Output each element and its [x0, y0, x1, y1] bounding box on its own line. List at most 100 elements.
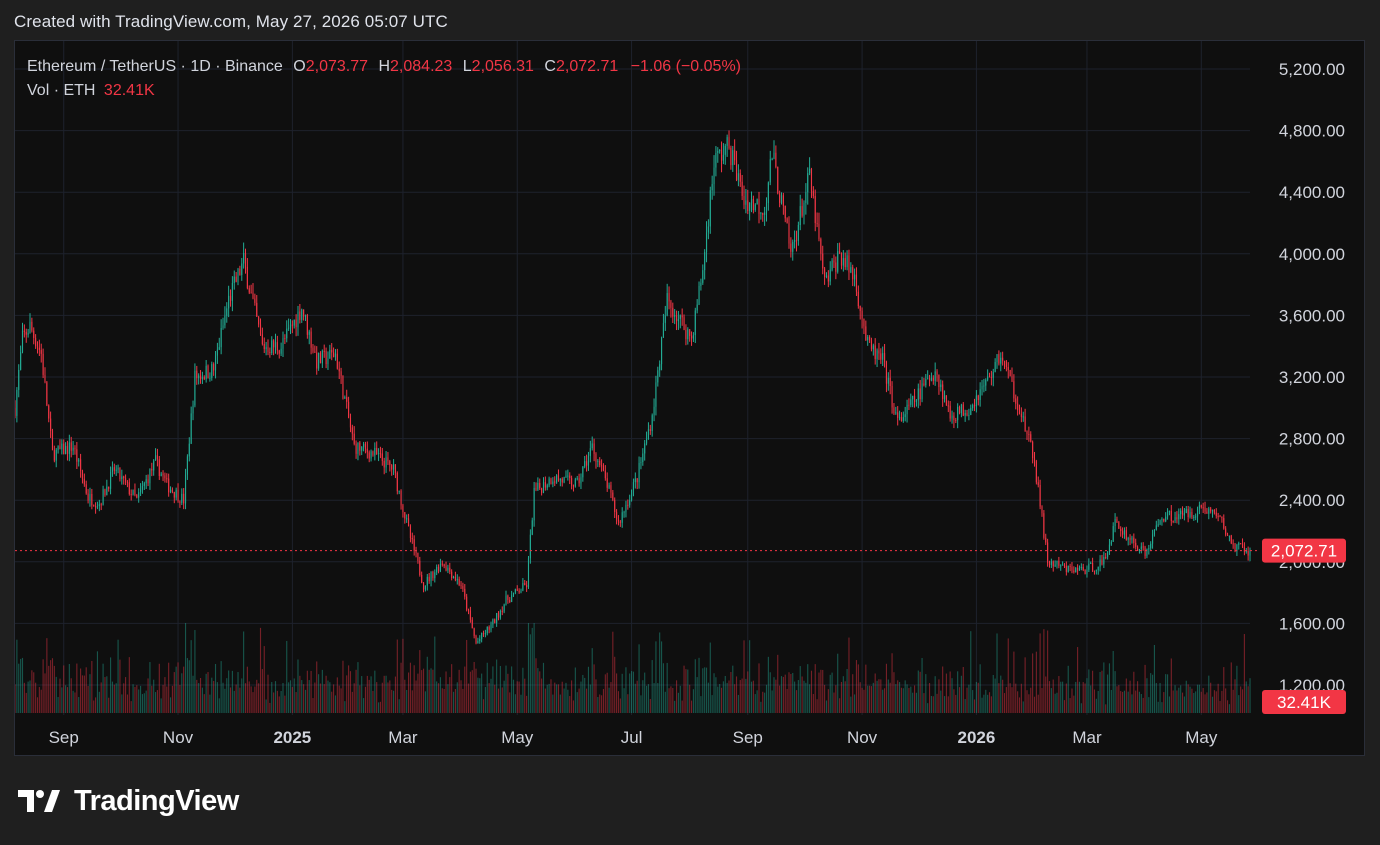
candle-body [1118, 522, 1120, 529]
volume-bar [874, 673, 876, 713]
volume-bar [681, 700, 683, 713]
volume-bar [754, 694, 756, 713]
volume-bar [295, 692, 297, 713]
volume-bar [301, 680, 303, 713]
volume-bar [141, 694, 143, 713]
candle-body [1129, 538, 1131, 540]
candle-body [953, 415, 955, 421]
volume-bar [402, 638, 404, 713]
candle-body [760, 212, 762, 214]
volume-bar [655, 641, 657, 713]
volume-bar [1082, 682, 1084, 713]
volume-bar [1084, 683, 1086, 713]
candle-body [222, 325, 224, 328]
candle-body [239, 268, 241, 275]
candle-body [780, 195, 783, 203]
candle-body [126, 481, 129, 483]
candle-body [46, 382, 48, 406]
candle-body [610, 485, 612, 493]
candle-body [593, 443, 595, 454]
candle-body [807, 173, 809, 193]
candle-body [1138, 549, 1141, 551]
volume-bar [394, 676, 396, 713]
volume-bar [113, 684, 115, 713]
volume-bar [304, 689, 307, 713]
volume-bar [973, 699, 976, 713]
volume-bar [1137, 681, 1139, 713]
candle-body [147, 479, 149, 484]
volume-bar [822, 669, 824, 713]
candle-body [61, 443, 63, 450]
candle-body [70, 442, 72, 451]
price-chart[interactable]: 5,200.00 4,800.00 4,400.00 4,000.00 3,600.00… [15, 41, 1364, 755]
candle-body [25, 331, 27, 335]
volume-bar [237, 672, 239, 713]
candle-body [1005, 361, 1007, 368]
candle-body [659, 364, 661, 371]
volume-bar [1039, 633, 1041, 713]
candle-body [810, 168, 813, 191]
volume-bar [891, 653, 893, 713]
volume-bar [865, 664, 867, 713]
candle-body [825, 275, 828, 278]
volume-bar [216, 682, 218, 713]
candle-body [893, 407, 895, 414]
volume-label[interactable]: Vol · ETH [27, 82, 96, 99]
volume-bar [797, 680, 799, 713]
volume-bar [848, 637, 850, 713]
candle-body [419, 560, 421, 575]
candle-body [385, 457, 387, 468]
candle-body [614, 499, 616, 513]
candle-body [557, 475, 560, 481]
volume-bar [1166, 674, 1169, 713]
candle-body [726, 137, 728, 146]
volume-bar [990, 696, 992, 713]
volume-bar [872, 682, 874, 713]
volume-bar [957, 671, 959, 713]
candle-body [80, 459, 82, 471]
candle-body [1093, 570, 1096, 572]
candle-body [942, 384, 944, 400]
candle-body [900, 417, 902, 422]
candle-body [140, 489, 142, 493]
candle-body [690, 335, 693, 339]
volume-bar [76, 663, 78, 713]
volume-bar [252, 692, 254, 713]
candle-body [406, 518, 408, 520]
price-tick-label: 5,200.00 [1279, 60, 1345, 79]
volume-bar [353, 683, 355, 713]
candle-body [293, 319, 295, 326]
volume-bar [261, 669, 263, 713]
volume-bar [466, 639, 468, 713]
time-tick-label: Nov [847, 728, 878, 747]
volume-bar [670, 686, 672, 713]
volume-bar [183, 666, 185, 713]
volume-bar [945, 673, 947, 713]
symbol-label[interactable]: Ethereum / TetherUS · 1D · Binance [27, 58, 283, 75]
volume-bar [136, 685, 138, 713]
volume-bar [1007, 638, 1009, 713]
candle-body [1105, 556, 1107, 558]
candle-body [865, 326, 867, 341]
volume-bar [151, 685, 153, 713]
candle-body [338, 368, 340, 372]
volume-bar [524, 678, 526, 713]
candle-body [844, 258, 846, 268]
volume-bar [1193, 692, 1195, 713]
chart-panel[interactable]: 5,200.00 4,800.00 4,400.00 4,000.00 3,600.00… [14, 40, 1365, 756]
volume-bar [439, 677, 441, 713]
candle-body [576, 478, 578, 480]
volume-bar [469, 671, 471, 713]
volume-bar [994, 678, 996, 713]
volume-bar [685, 669, 687, 713]
candle-body [318, 352, 320, 369]
candle-body [1020, 413, 1022, 417]
volume-bar [1107, 674, 1109, 713]
tradingview-logo: TradingView [18, 783, 239, 819]
time-tick-label: Sep [733, 728, 763, 747]
volume-bar [1063, 700, 1066, 713]
candle-body [48, 405, 50, 419]
volume-bar [756, 690, 758, 713]
candle-body [216, 349, 218, 356]
volume-bar [728, 680, 730, 713]
